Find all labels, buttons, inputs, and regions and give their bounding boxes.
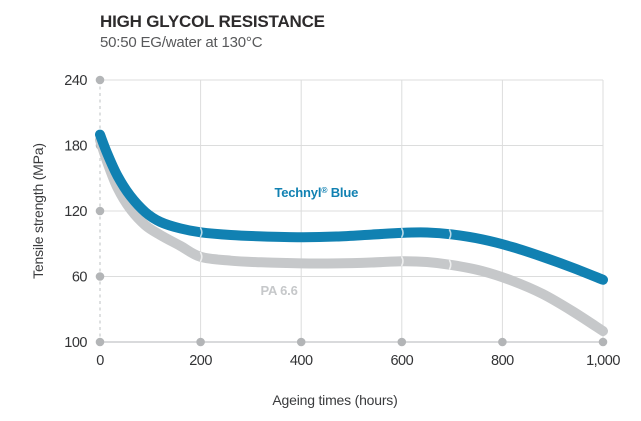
x-tick-dot	[397, 337, 407, 347]
y-tick-label: 180	[64, 139, 87, 155]
y-tick-label: 60	[72, 270, 88, 286]
x-tick-dot	[196, 337, 205, 347]
curve-highlight-mark	[401, 227, 404, 238]
curve-pa-6-6	[95, 135, 608, 337]
curve-highlight-mark	[401, 256, 404, 267]
curve-highlight-mark	[448, 229, 452, 240]
x-tick-dot	[296, 337, 306, 347]
page-title: HIGH GLYCOL RESISTANCE	[100, 12, 325, 31]
x-tick-dot	[598, 337, 608, 347]
series-label-technyl-blue: Technyl® Blue	[274, 185, 358, 200]
y-tick-dot	[95, 75, 105, 85]
page-subtitle: 50:50 EG/water at 130°C	[100, 34, 263, 52]
y-tick-dot	[95, 337, 105, 347]
x-tick-dot	[498, 337, 507, 347]
x-tick-label: 200	[189, 353, 212, 369]
y-axis-title: Tensile strength (MPa)	[30, 143, 46, 279]
x-axis-title: Ageing times (hours)	[272, 392, 398, 408]
series-label-pa-6-6: PA 6.6	[261, 283, 298, 298]
y-tick-dot	[95, 272, 105, 281]
y-tick-label: 100	[64, 335, 87, 351]
curve-highlight-mark	[199, 227, 203, 238]
curve-highlight-mark	[199, 251, 203, 262]
y-tick-label: 120	[64, 204, 87, 220]
x-tick-label: 800	[491, 353, 514, 369]
x-tick-label: 400	[290, 353, 313, 369]
y-tick-label: 240	[64, 73, 87, 89]
x-tick-label: 600	[390, 353, 413, 369]
chart-header: HIGH GLYCOL RESISTANCE 50:50 EG/water at…	[100, 12, 325, 52]
x-tick-label: 0	[96, 353, 104, 369]
curve-highlight-mark	[448, 259, 452, 270]
x-tick-label: 1,000	[586, 353, 620, 369]
curve-technyl-blue	[95, 129, 608, 285]
y-tick-dot	[95, 206, 105, 216]
